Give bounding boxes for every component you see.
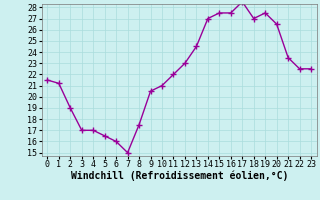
X-axis label: Windchill (Refroidissement éolien,°C): Windchill (Refroidissement éolien,°C)	[70, 171, 288, 181]
